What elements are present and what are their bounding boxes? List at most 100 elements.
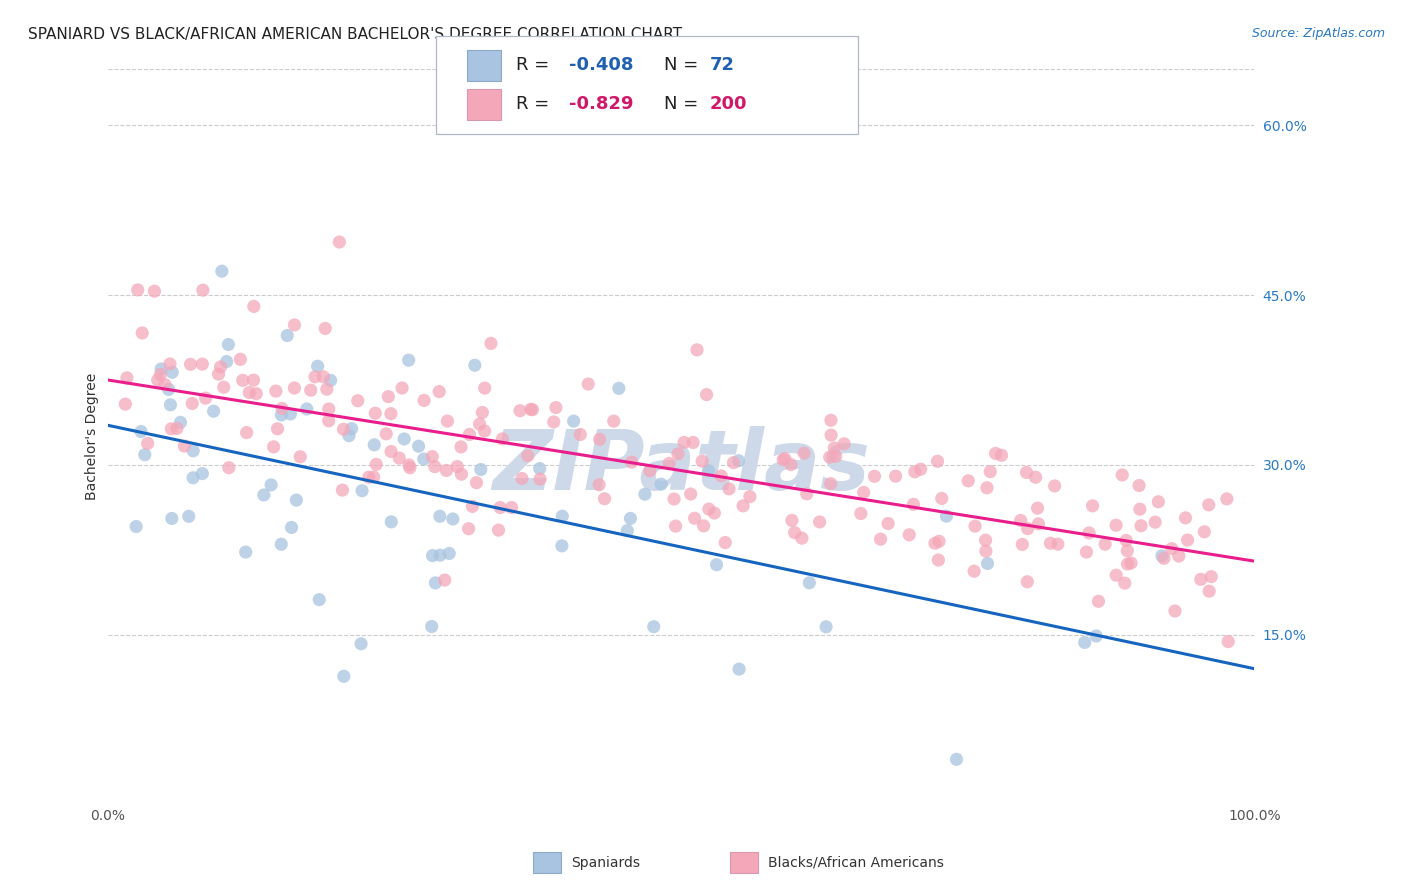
Point [593,491,616,506]
Point [643,620,665,634]
Point [215,354,238,368]
Point [543,415,565,429]
Point [522,402,544,417]
Point [808,515,831,529]
Point [562,414,585,428]
Point [235,425,257,440]
Point [377,390,399,404]
Point [823,441,845,455]
Point [927,553,949,567]
Point [935,509,957,524]
Point [202,404,225,418]
Point [620,455,643,469]
Point [544,401,567,415]
Point [686,343,709,357]
Point [1218,634,1240,648]
Point [1094,537,1116,551]
Point [1115,533,1137,548]
Point [1177,533,1199,547]
Point [673,435,696,450]
Point [1105,518,1128,533]
Point [928,534,950,549]
Point [489,500,512,515]
Point [984,446,1007,460]
Point [180,357,202,371]
Point [290,450,312,464]
Point [576,377,599,392]
Point [1025,470,1047,484]
Point [1017,522,1039,536]
Point [697,464,720,478]
Point [427,384,450,399]
Point [491,432,513,446]
Point [457,522,479,536]
Point [529,461,551,475]
Point [1147,495,1170,509]
Text: N =: N = [664,95,703,113]
Point [820,476,842,491]
Point [551,539,574,553]
Point [429,509,451,524]
Point [253,488,276,502]
Point [450,467,472,482]
Point [319,373,342,387]
Point [603,414,626,428]
Point [380,515,402,529]
Point [898,528,921,542]
Point [974,533,997,548]
Point [852,485,875,500]
Point [796,487,818,501]
Point [173,439,195,453]
Point [790,531,813,545]
Point [1164,604,1187,618]
Point [399,460,422,475]
Point [333,669,356,683]
Point [207,367,229,381]
Point [974,544,997,558]
Point [380,407,402,421]
Point [471,405,494,419]
Text: SPANIARD VS BLACK/AFRICAN AMERICAN BACHELOR'S DEGREE CORRELATION CHART: SPANIARD VS BLACK/AFRICAN AMERICAN BACHE… [28,27,682,42]
Point [308,592,330,607]
Point [957,474,980,488]
Point [408,439,430,453]
Point [1039,536,1062,550]
Point [391,381,413,395]
Point [710,469,733,483]
Point [474,424,496,438]
Point [136,436,159,450]
Point [312,369,335,384]
Point [420,619,443,633]
Point [425,575,447,590]
Point [723,456,745,470]
Point [979,465,1001,479]
Point [398,458,420,472]
Point [437,546,460,560]
Point [436,414,458,428]
Point [115,371,138,385]
Text: Blacks/African Americans: Blacks/African Americans [768,855,943,870]
Point [461,500,484,514]
Point [276,328,298,343]
Point [332,483,354,497]
Point [714,535,737,549]
Point [218,460,240,475]
Point [927,454,949,468]
Point [280,407,302,421]
Point [727,454,749,468]
Point [731,499,754,513]
Point [990,448,1012,462]
Point [245,386,267,401]
Point [318,401,340,416]
Point [551,509,574,524]
Point [1144,515,1167,529]
Point [270,537,292,551]
Point [1078,525,1101,540]
Point [191,283,214,297]
Point [877,516,900,531]
Point [1199,569,1222,583]
Point [149,368,172,382]
Point [665,519,688,533]
Point [479,336,502,351]
Point [434,463,457,477]
